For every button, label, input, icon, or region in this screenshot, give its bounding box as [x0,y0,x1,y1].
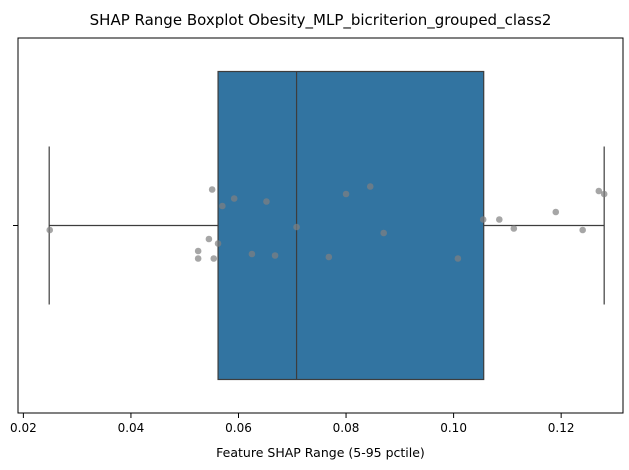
data-point [208,186,216,193]
plot-area [46,70,608,381]
data-point [366,183,374,190]
x-axis: 0.02 0.04 0.06 0.08 0.10 0.12 [10,37,624,435]
data-point [293,223,300,231]
x-tick-label: 0.10 [440,421,467,435]
data-point [325,253,333,261]
data-point [510,225,518,232]
data-point [342,190,350,198]
data-point [454,255,462,262]
data-point [600,190,608,198]
data-point [380,229,387,237]
data-point [210,255,218,262]
data-point [479,216,487,223]
data-point [219,202,226,210]
data-point [248,250,256,258]
chart-title: SHAP Range Boxplot Obesity_MLP_bicriteri… [90,11,552,30]
data-point [46,226,54,234]
x-tick-label: 0.04 [118,421,145,435]
iqr-box [217,70,485,381]
data-point [595,187,603,195]
data-point [579,226,586,234]
data-point [194,247,202,255]
data-point [496,216,503,223]
data-point [263,198,270,205]
data-point [205,235,213,243]
data-point [271,252,279,259]
x-axis-label: Feature SHAP Range (5-95 pctile) [216,445,425,460]
x-tick-label: 0.08 [333,421,360,435]
x-tick-label: 0.02 [10,421,37,435]
x-tick-label: 0.12 [548,421,575,435]
data-point [552,208,560,216]
data-point [194,255,202,262]
x-tick-label: 0.06 [225,421,252,435]
data-point [214,240,222,247]
data-point [230,195,238,202]
